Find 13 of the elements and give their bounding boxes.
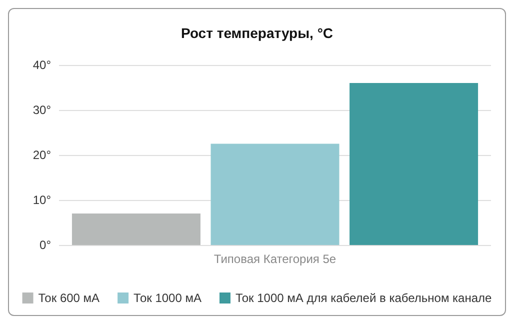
x-tick-label: Типовая Категория 5e — [214, 252, 336, 266]
legend-label: Ток 600 мА — [38, 291, 100, 305]
y-tick-label: 40° — [32, 58, 52, 72]
legend-label: Ток 1000 мА — [134, 291, 202, 305]
y-tick-label: 10° — [32, 193, 52, 207]
y-tick-label: 30° — [32, 103, 52, 117]
legend-label: Ток 1000 мА для кабелей в кабельном канале — [235, 291, 492, 305]
bar — [350, 83, 478, 245]
y-tick-label: 20° — [32, 148, 52, 162]
y-tick-label: 0° — [40, 238, 52, 252]
bar — [72, 214, 200, 245]
bar — [210, 144, 340, 245]
chart-title: Рост температуры, °C — [180, 25, 334, 41]
